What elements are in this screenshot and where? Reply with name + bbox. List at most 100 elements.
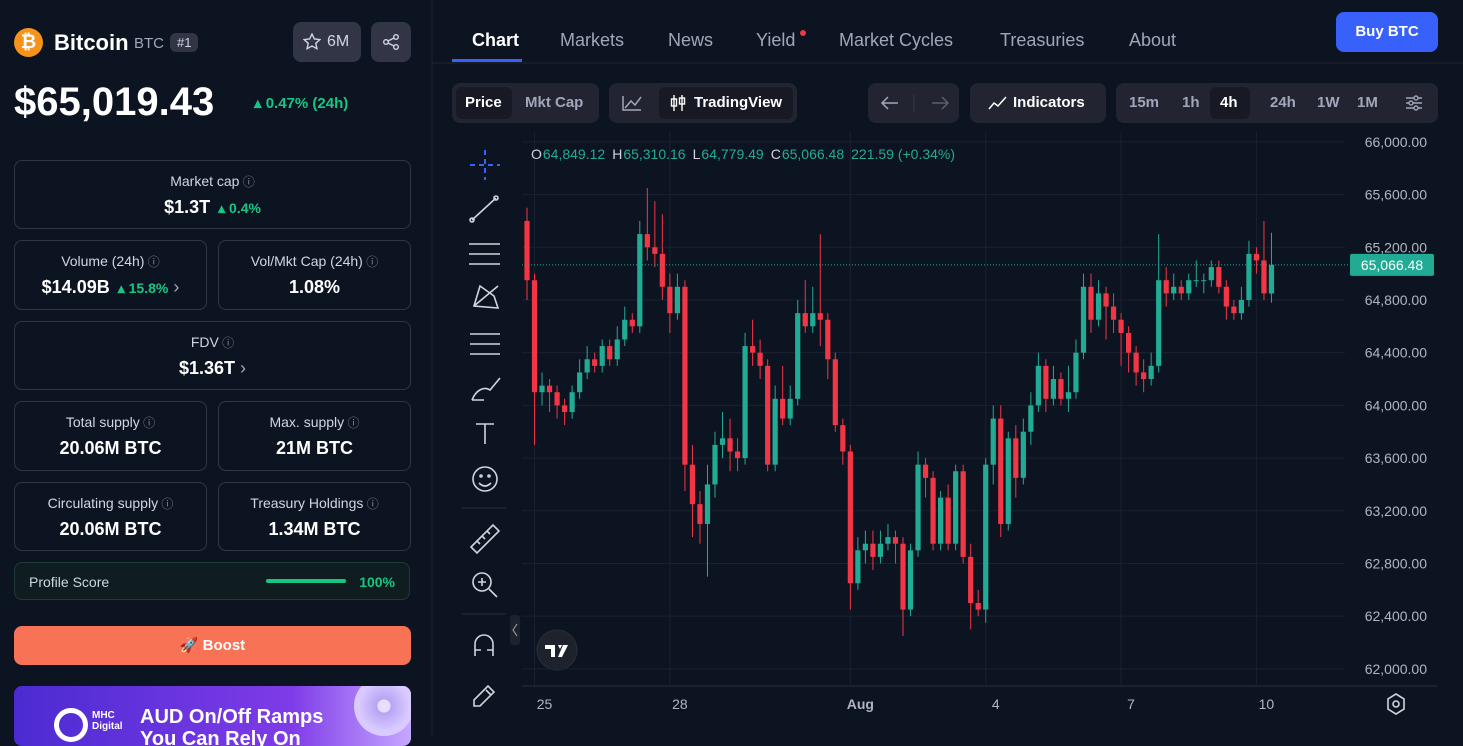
candle-body	[832, 359, 838, 426]
x-tick-label: 10	[1259, 696, 1275, 712]
indicators-button[interactable]: Indicators	[970, 83, 1106, 123]
nav-tab[interactable]: Treasuries	[1000, 30, 1085, 50]
stat-card[interactable]: Max. supply ⓘ 21M BTC	[218, 401, 411, 471]
candle-body	[637, 234, 643, 327]
info-icon[interactable]: ⓘ	[344, 416, 360, 430]
candle-body	[983, 464, 989, 610]
nav-tab[interactable]: Markets	[560, 30, 625, 50]
line-chart-icon[interactable]	[621, 94, 643, 112]
candle-body	[1231, 306, 1237, 314]
ohlc-change: 221.59 (+0.34%)	[851, 146, 955, 162]
interval-button[interactable]: 4h	[1220, 94, 1238, 111]
candle-body	[1028, 405, 1034, 432]
info-icon[interactable]: ⓘ	[139, 416, 156, 430]
stat-card[interactable]: Volume (24h) ⓘ $14.09B ▴ 15.8% ›	[14, 240, 207, 310]
collapse-icon	[512, 623, 518, 637]
nav-tab[interactable]: News	[668, 30, 714, 50]
profile-score: Profile Score 100%	[14, 562, 410, 600]
stat-card[interactable]: FDV ⓘ $1.36T ›	[14, 321, 411, 390]
mode-button[interactable]: Price	[465, 94, 502, 111]
settings-icon[interactable]	[1404, 94, 1424, 112]
candle-body	[1035, 365, 1041, 406]
share-button[interactable]	[371, 22, 411, 62]
interval-button[interactable]: 24h	[1270, 94, 1296, 111]
candle-body	[546, 385, 553, 393]
nav-tab[interactable]: About	[1129, 30, 1177, 50]
y-tick-label: 62,800.00	[1365, 555, 1427, 571]
stat-label: Market cap ⓘ	[15, 173, 410, 190]
stat-value: $1.3T ▴ 0.4%	[15, 197, 410, 218]
chevron[interactable]: ›	[168, 277, 180, 297]
candle-body	[569, 392, 575, 412]
stat-label-text: Vol/Mkt Cap (24h)	[250, 253, 363, 269]
candle-body	[960, 471, 966, 557]
candle-body	[531, 280, 538, 393]
star-icon	[303, 33, 321, 51]
stat-value: 1.08%	[219, 277, 410, 298]
boost-button[interactable]: 🚀 Boost	[14, 626, 411, 665]
candle-body	[870, 543, 876, 557]
ohlc-value: 65,066.48	[782, 146, 844, 162]
stat-value-text: $14.09B	[41, 277, 110, 297]
buy-button[interactable]: Buy BTC	[1336, 12, 1438, 52]
stat-value: $1.36T ›	[15, 358, 410, 379]
candle-body	[922, 464, 929, 478]
candle-body	[629, 319, 635, 327]
candle-body	[1186, 280, 1192, 294]
ohlc-value: 64,849.12	[543, 146, 605, 162]
stat-label: Circulating supply ⓘ	[15, 495, 206, 512]
interval-button[interactable]: 1W	[1317, 94, 1340, 111]
tv-logo[interactable]	[536, 629, 578, 671]
candle-body	[1261, 260, 1267, 294]
info-icon[interactable]: ⓘ	[363, 497, 379, 511]
candle-body	[697, 504, 703, 524]
interval-button[interactable]: 15m	[1129, 94, 1160, 111]
stat-label-text: Volume (24h)	[61, 253, 145, 269]
info-icon[interactable]: ⓘ	[239, 175, 255, 189]
library-group: TradingView	[609, 83, 797, 123]
banner-brand: MHC Digital	[92, 710, 123, 732]
ad-banner[interactable]: MHC Digital AUD On/Off Ramps You Can Rely…	[14, 686, 411, 746]
nav-tab[interactable]: Chart	[472, 30, 520, 50]
stat-card[interactable]: Treasury Holdings ⓘ 1.34M BTC	[218, 482, 411, 551]
nav-tab[interactable]: Market Cycles	[839, 30, 954, 50]
watchlist-button[interactable]: 6M	[293, 22, 361, 62]
interval-button[interactable]: 1h	[1182, 94, 1200, 111]
y-tick-label: 62,000.00	[1365, 661, 1427, 677]
candle-body	[915, 464, 921, 551]
nav-arrows[interactable]	[880, 94, 950, 112]
candle-body	[704, 484, 711, 524]
candle-body	[1058, 379, 1064, 399]
x-tick-label: 25	[537, 696, 553, 712]
stat-card[interactable]: Market cap ⓘ $1.3T ▴ 0.4%	[14, 160, 411, 229]
stat-change-text: 15.8%	[128, 280, 169, 296]
info-icon[interactable]: ⓘ	[362, 255, 379, 269]
collapse-handle[interactable]	[510, 615, 520, 645]
candle-body	[1141, 372, 1147, 380]
interval-button[interactable]: 1M	[1357, 94, 1378, 111]
info-icon[interactable]: ⓘ	[218, 336, 235, 350]
mode-button[interactable]: Mkt Cap	[525, 94, 584, 111]
info-icon[interactable]: ⓘ	[144, 255, 160, 269]
stat-value: $14.09B ▴ 15.8% ›	[15, 277, 206, 298]
candle-body	[1043, 365, 1049, 399]
nav-tab[interactable]: Yield	[756, 30, 796, 50]
candle-body	[734, 451, 741, 459]
tool-separators	[462, 507, 506, 615]
profile-score-label: Profile Score	[29, 574, 110, 590]
stat-value-text: 20.06M BTC	[59, 519, 162, 539]
candle-body	[1216, 267, 1222, 287]
info-icon[interactable]: ⓘ	[158, 497, 174, 511]
candle-body	[667, 286, 673, 314]
stat-card[interactable]: Vol/Mkt Cap (24h) ⓘ 1.08%	[218, 240, 411, 310]
stat-label: Volume (24h) ⓘ	[15, 253, 206, 270]
stat-card[interactable]: Total supply ⓘ 20.06M BTC	[14, 401, 207, 471]
x-tick-label: 4	[992, 696, 1000, 712]
active-mode	[456, 87, 512, 119]
candle-body	[584, 359, 590, 373]
candle-body	[892, 537, 899, 544]
banner-brand-line: Digital	[92, 721, 123, 732]
watchlist-count: 6M	[327, 33, 350, 50]
stat-card[interactable]: Circulating supply ⓘ 20.06M BTC	[14, 482, 207, 551]
chevron[interactable]: ›	[235, 358, 247, 378]
